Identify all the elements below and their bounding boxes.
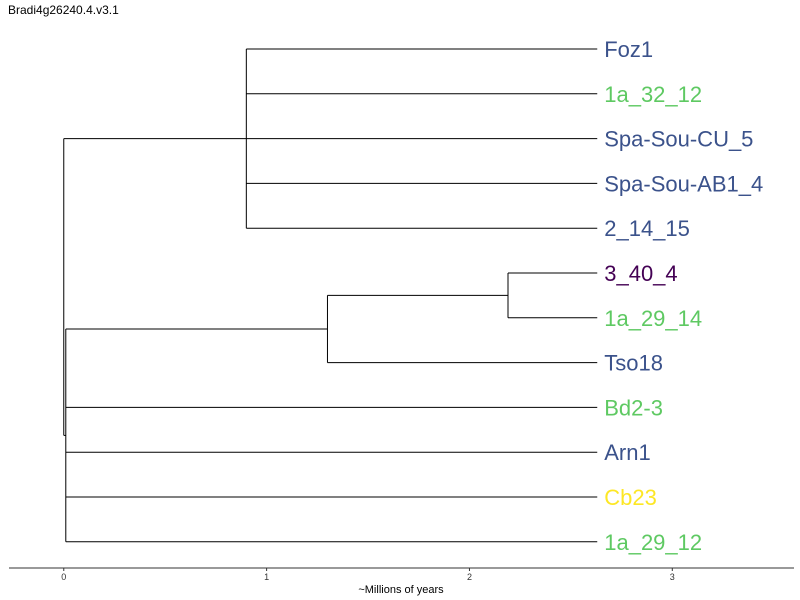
- tip-labels: Foz1 1a_32_12 Spa-Sou-CU_5 Spa-Sou-AB1_4 2_1…: [604, 37, 763, 555]
- tree-branches: [63, 48, 598, 543]
- x-tick-label: 3: [670, 572, 675, 582]
- tip-label: Cb23: [604, 485, 657, 510]
- tip-label: Spa-Sou-AB1_4: [604, 171, 763, 196]
- x-axis-ticks: 0 1 2 3: [61, 568, 675, 582]
- tip-label: 3_40_4: [604, 261, 677, 286]
- tip-label: Tso18: [604, 351, 663, 376]
- tip-label: 1a_32_12: [604, 82, 702, 107]
- tip-label: 2_14_15: [604, 216, 690, 241]
- tip-label: 1a_29_12: [604, 530, 702, 555]
- tip-label: Foz1: [604, 37, 653, 62]
- tip-label: Bd2-3: [604, 395, 663, 420]
- chart-title: Bradi4g26240.4.v3.1: [8, 3, 119, 17]
- tip-label: Spa-Sou-CU_5: [604, 127, 753, 152]
- tip-label: Arn1: [604, 440, 650, 465]
- x-axis-title: ~Millions of years: [358, 584, 444, 596]
- x-tick-label: 1: [264, 572, 269, 582]
- tip-label: 1a_29_14: [604, 306, 702, 331]
- x-tick-label: 2: [467, 572, 472, 582]
- x-tick-label: 0: [61, 572, 66, 582]
